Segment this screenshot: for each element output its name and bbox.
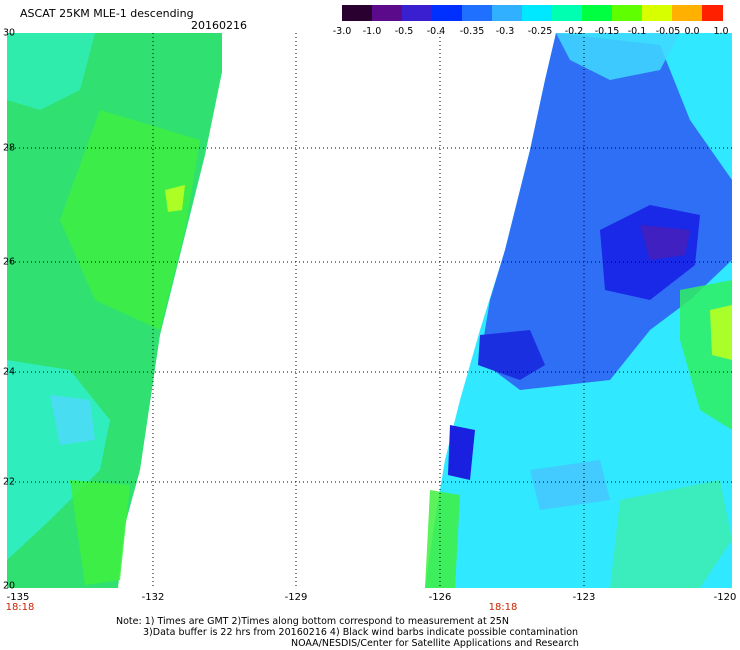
product-title: ASCAT 25KM MLE-1 descending <box>20 7 194 20</box>
colorbar-label: 0.0 <box>684 26 700 37</box>
swath-east-blue-streak <box>530 460 610 510</box>
lon-label-129: -129 <box>284 592 308 603</box>
colorbar-seg-8 <box>582 5 612 21</box>
swath-east-cyan-top <box>556 33 680 80</box>
colorbar-label: -0.2 <box>564 26 584 37</box>
colorbar-seg-12 <box>702 5 723 21</box>
colorbar-seg-10 <box>642 5 672 21</box>
swath-west-greenpatch-low <box>70 480 130 585</box>
time-label-west: 18:18 <box>5 602 35 613</box>
footer-note-line1: Note: 1) Times are GMT 2)Times along bot… <box>116 616 509 627</box>
swath-layer <box>7 33 732 588</box>
colorbar-label: -0.1 <box>627 26 647 37</box>
swath-east-darkblue-mid <box>478 330 545 380</box>
lon-label-132: -132 <box>141 592 165 603</box>
colorbar-label: -3.0 <box>332 26 352 37</box>
colorbar-seg-4 <box>462 5 492 21</box>
lon-label-135: -135 <box>6 592 30 603</box>
swath-east-purple <box>640 225 690 260</box>
grid <box>7 33 732 588</box>
swath-east-yellowpatch <box>710 305 732 360</box>
swath-east-greenpatch-bottom <box>610 480 732 588</box>
colorbar-seg-1 <box>372 5 402 21</box>
lon-label-120: -120 <box>713 592 737 603</box>
colorbar-label: -0.25 <box>527 26 553 37</box>
swath-east-greenpatch-left <box>425 490 460 588</box>
time-label-east: 18:18 <box>488 602 518 613</box>
colorbar-seg-3 <box>432 5 462 21</box>
colorbar-seg-5 <box>492 5 522 21</box>
product-date: 20160216 <box>191 19 247 32</box>
colorbar-label: -0.15 <box>594 26 620 37</box>
colorbar-label: -0.05 <box>655 26 681 37</box>
colorbar-seg-7 <box>552 5 582 21</box>
footer-credit: NOAA/NESDIS/Center for Satellite Applica… <box>291 638 579 649</box>
footer-note-line2: 3)Data buffer is 22 hrs from 20160216 4)… <box>143 627 579 638</box>
lat-label-28: 28 <box>3 142 16 154</box>
swath-west-greenpatch <box>60 110 200 330</box>
swath-east-bluezone <box>480 33 732 390</box>
lat-label-26: 26 <box>3 256 16 268</box>
colorbar-seg-11 <box>672 5 702 21</box>
lat-label-24: 24 <box>3 366 16 378</box>
colorbar-label: -0.35 <box>459 26 485 37</box>
colorbar-label: -0.3 <box>495 26 515 37</box>
colorbar-seg-6 <box>522 5 552 21</box>
colorbar-label: 1.0 <box>713 26 729 37</box>
colorbar-seg-0 <box>342 5 372 21</box>
swath-east-darkblue-low <box>448 425 475 480</box>
colorbar <box>342 5 723 21</box>
colorbar-seg-9 <box>612 5 642 21</box>
lon-label-126: -126 <box>428 592 452 603</box>
lat-label-22: 22 <box>3 476 16 488</box>
colorbar-label: -0.5 <box>394 26 414 37</box>
colorbar-label: -0.4 <box>426 26 446 37</box>
swath-west-cyanpatch-top <box>7 33 95 110</box>
lat-label-20: 20 <box>3 580 16 592</box>
swath-west-yellowpatch <box>165 185 185 212</box>
colorbar-seg-2 <box>402 5 432 21</box>
lat-label-30: 30 <box>3 27 16 39</box>
colorbar-label: -1.0 <box>362 26 382 37</box>
swath-west-bluepatch <box>50 395 95 445</box>
lon-label-123: -123 <box>572 592 596 603</box>
